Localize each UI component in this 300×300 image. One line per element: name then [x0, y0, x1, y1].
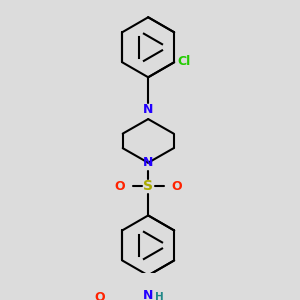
Text: N: N: [143, 103, 153, 116]
Text: N: N: [143, 156, 153, 169]
Text: O: O: [171, 180, 181, 193]
Text: N: N: [143, 289, 153, 300]
Text: O: O: [94, 291, 104, 300]
Text: H: H: [155, 292, 164, 300]
Text: O: O: [115, 180, 125, 193]
Text: Cl: Cl: [178, 55, 191, 68]
Text: S: S: [143, 179, 153, 194]
